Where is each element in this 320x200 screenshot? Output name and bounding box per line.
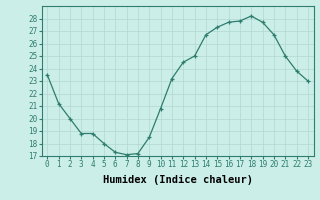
X-axis label: Humidex (Indice chaleur): Humidex (Indice chaleur) — [103, 175, 252, 185]
